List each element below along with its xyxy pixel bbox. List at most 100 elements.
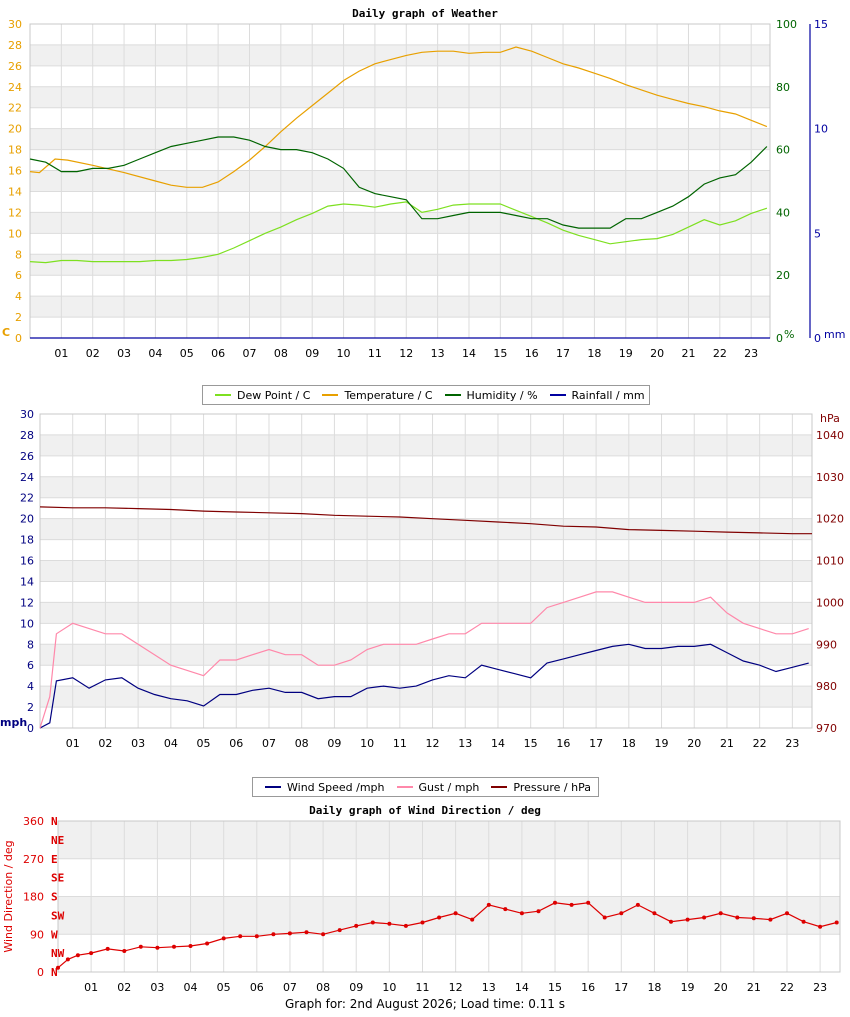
wind-direction-chart: Daily graph of Wind Direction / deg09018… (2, 804, 841, 994)
y-tick-label-left: 20 (8, 123, 22, 136)
y-tick-label: 180 (23, 891, 44, 904)
x-tick-label: 06 (250, 981, 264, 994)
x-tick-label: 04 (184, 981, 198, 994)
x-tick-label: 11 (415, 981, 429, 994)
y-tick-label-left: 8 (15, 248, 22, 261)
y-tick-label-right: 1030 (816, 471, 844, 484)
y-tick-label-left: 26 (8, 60, 22, 73)
grid-band (30, 44, 770, 66)
x-tick-label: 10 (382, 981, 396, 994)
x-tick-label: 03 (117, 347, 131, 360)
x-tick-label: 05 (217, 981, 231, 994)
x-tick-label: 17 (614, 981, 628, 994)
x-tick-label: 08 (316, 981, 330, 994)
legend-swatch (322, 394, 339, 396)
x-tick-label: 07 (283, 981, 297, 994)
weather-chart: Daily graph of Weather024681012141618202… (2, 7, 845, 360)
x-tick-label: 18 (622, 737, 636, 750)
x-tick-label: 22 (753, 737, 767, 750)
compass-label: SW (51, 909, 65, 922)
x-tick-label: 16 (556, 737, 570, 750)
y-tick-label-left: 22 (8, 102, 22, 115)
x-tick-label: 05 (180, 347, 194, 360)
x-tick-label: 23 (785, 737, 799, 750)
x-tick-label: 10 (360, 737, 374, 750)
y-tick-label-right-rain: 5 (814, 227, 821, 240)
direction-trend (57, 902, 837, 969)
x-tick-label: 09 (305, 347, 319, 360)
x-tick-label: 18 (587, 347, 601, 360)
x-tick-label: 19 (619, 347, 633, 360)
y-tick-label-right-humidity: 80 (776, 81, 790, 94)
legend-label: Gust / mph (418, 780, 480, 794)
weather-legend-item: Humidity / % (444, 389, 538, 402)
y-tick-label-right: 980 (816, 680, 837, 693)
x-tick-label: 09 (327, 737, 341, 750)
y-tick-label-left: 10 (8, 227, 22, 240)
x-tick-label: 18 (647, 981, 661, 994)
x-tick-label: 08 (295, 737, 309, 750)
x-tick-label: 04 (164, 737, 178, 750)
y-axis-label-left: mph (0, 716, 27, 729)
grid-band (30, 128, 770, 150)
legend-swatch (491, 786, 508, 788)
y-tick-label-left: 14 (20, 575, 34, 588)
y-tick-label-left: 24 (8, 81, 22, 94)
grid-band (40, 644, 812, 666)
y-tick-label-left: 0 (15, 332, 22, 345)
x-tick-label: 12 (426, 737, 440, 750)
wind-pressure-chart: 0246810121416182022242628309709809901000… (0, 408, 844, 750)
y-axis-label-left: C (2, 326, 10, 339)
x-tick-label: 19 (681, 981, 695, 994)
x-tick-label: 14 (515, 981, 529, 994)
y-axis-label-right-rain: mm (824, 328, 845, 341)
y-tick-label-left: 14 (8, 185, 22, 198)
legend-swatch (265, 786, 281, 788)
series-line (39, 591, 809, 729)
y-tick-label-left: 2 (15, 311, 22, 324)
series-line (29, 201, 768, 264)
grid-band (30, 170, 770, 192)
y-axis-label: Wind Direction / deg (2, 840, 15, 952)
y-tick-label-left: 20 (20, 513, 34, 526)
y-tick-label-left: 10 (20, 617, 34, 630)
x-tick-label: 09 (349, 981, 363, 994)
y-tick-label-left: 28 (20, 429, 34, 442)
x-tick-label: 20 (714, 981, 728, 994)
x-tick-label: 15 (493, 347, 507, 360)
grid-band (40, 560, 812, 582)
x-tick-label: 05 (197, 737, 211, 750)
weather-chart-legend: Dew Point / C Temperature / C Humidity / %… (202, 385, 650, 405)
chart-title: Daily graph of Weather (352, 7, 498, 20)
y-tick-label-right-humidity: 0 (776, 332, 783, 345)
legend-swatch (215, 394, 231, 396)
x-tick-label: 07 (242, 347, 256, 360)
compass-label: W (51, 928, 58, 941)
legend-label: Wind Speed /mph (287, 780, 385, 794)
x-tick-label: 11 (368, 347, 382, 360)
y-tick-label-left: 22 (20, 492, 34, 505)
y-tick-label-left: 30 (20, 408, 34, 421)
x-tick-label: 01 (54, 347, 68, 360)
series-line (39, 643, 809, 729)
series-line (29, 46, 768, 188)
legend-label: Rainfall / mm (571, 388, 645, 402)
y-tick-label-right: 1000 (816, 596, 844, 609)
weather-legend-item: Temperature / C (322, 389, 433, 402)
x-tick-label: 15 (524, 737, 538, 750)
x-tick-label: 21 (681, 347, 695, 360)
y-tick-label-left: 2 (27, 701, 34, 714)
y-tick-label-left: 26 (20, 450, 34, 463)
series-line (29, 136, 768, 229)
compass-label: NE (51, 834, 64, 847)
legend-label: Pressure / hPa (513, 780, 591, 794)
y-tick-label: 0 (37, 966, 44, 979)
x-tick-label: 16 (581, 981, 595, 994)
compass-label: N (51, 966, 58, 979)
grid-band (30, 86, 770, 108)
plot-border (57, 820, 841, 973)
x-tick-label: 21 (747, 981, 761, 994)
grid-band (40, 686, 812, 708)
grid-band (40, 518, 812, 540)
